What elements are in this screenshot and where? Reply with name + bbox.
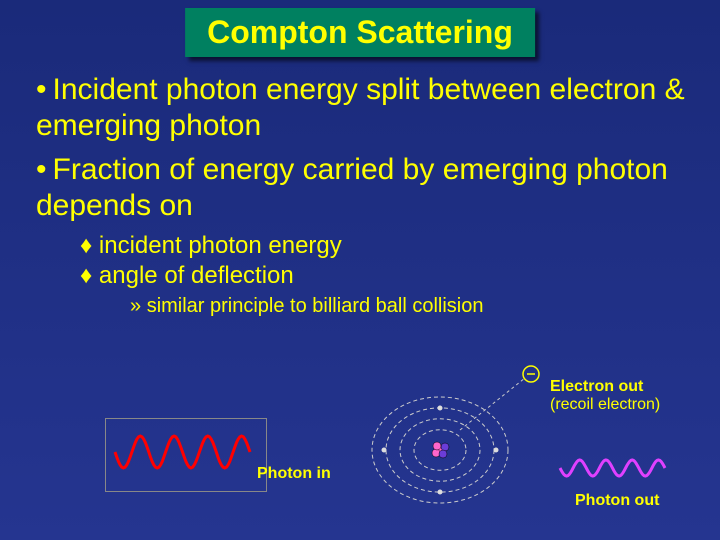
- sub-sub-bullet-1-text: similar principle to billiard ball colli…: [147, 295, 484, 317]
- sub-sub-bullet-1: » similar principle to billiard ball col…: [130, 295, 483, 318]
- bullet-dot-icon: •: [36, 153, 47, 186]
- slide-title: Compton Scattering: [185, 8, 535, 57]
- diamond-icon: ♦: [80, 262, 99, 289]
- electron-out-label: Electron out: [550, 378, 643, 396]
- diamond-icon: ♦: [80, 232, 99, 259]
- photon-out-label: Photon out: [575, 492, 659, 510]
- bullet-1-text: Incident photon energy split between ele…: [36, 73, 685, 142]
- bullet-1: •Incident photon energy split between el…: [36, 72, 720, 144]
- bullet-dot-icon: •: [36, 73, 47, 106]
- photon-in-box: [105, 418, 267, 492]
- sub-bullet-2: ♦ angle of deflection: [80, 262, 294, 290]
- sub-bullet-1: ♦ incident photon energy: [80, 232, 342, 260]
- sub-bullet-1-text: incident photon energy: [99, 232, 342, 259]
- raquo-icon: »: [130, 295, 147, 317]
- recoil-electron-label: (recoil electron): [550, 396, 660, 414]
- bullet-2-text: Fraction of energy carried by emerging p…: [36, 153, 668, 222]
- sub-bullet-2-text: angle of deflection: [99, 262, 294, 289]
- bullet-2: •Fraction of energy carried by emerging …: [36, 152, 720, 224]
- photon-in-label: Photon in: [257, 465, 331, 483]
